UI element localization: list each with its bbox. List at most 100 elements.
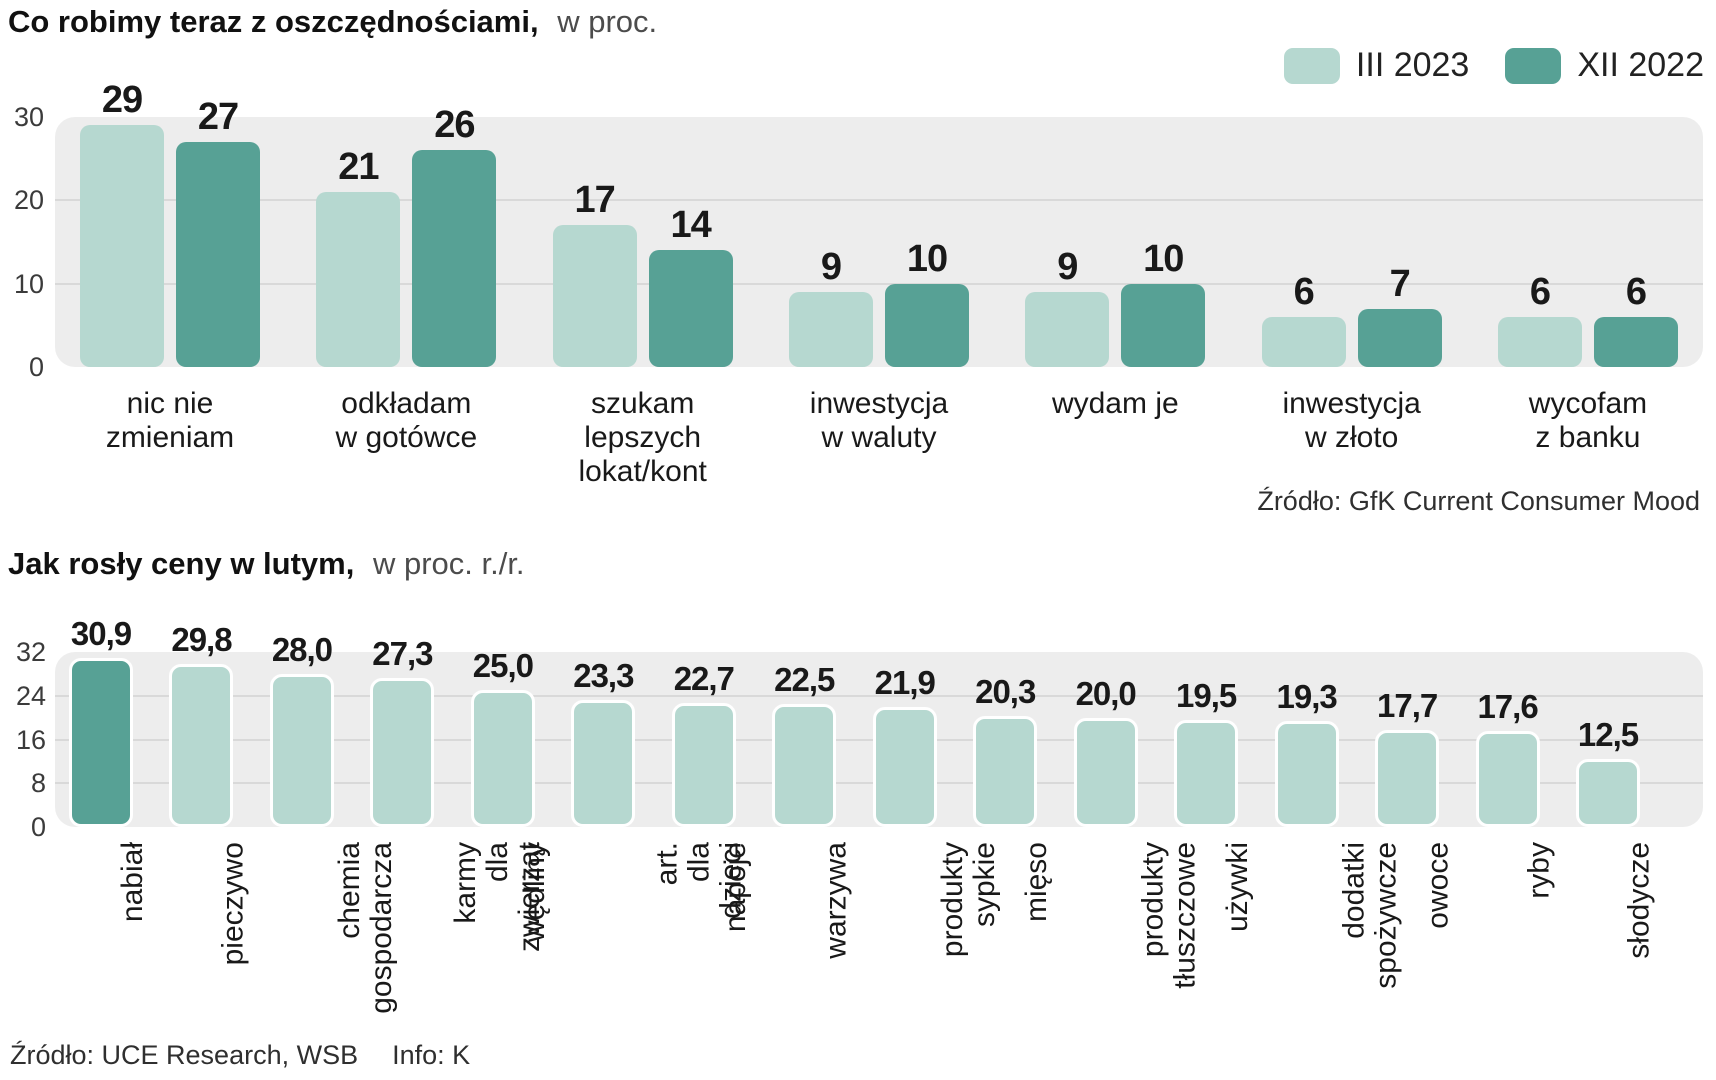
chart2-bar — [772, 703, 837, 827]
chart1-bar-value: 21 — [338, 146, 379, 188]
chart2-category-label: wędliny — [517, 842, 551, 943]
chart2-bar-value: 30,9 — [70, 615, 132, 653]
chart1-bar-value: 29 — [101, 79, 143, 122]
legend-item: III 2023 — [1283, 46, 1470, 85]
chart2-bar — [1174, 720, 1239, 827]
legend-item: XII 2022 — [1505, 46, 1704, 85]
chart2-category-label: słodycze — [1623, 842, 1657, 959]
chart2-bar — [1073, 717, 1138, 827]
chart2-info-text: Info: K — [392, 1040, 471, 1070]
chart1-bar-value: 10 — [1143, 237, 1184, 280]
chart2-bar — [571, 699, 636, 827]
chart2-bar — [269, 673, 334, 827]
chart2-source-text: Źródło: UCE Research, WSB — [10, 1040, 359, 1070]
legend-swatch — [1283, 47, 1340, 84]
chart2-category-label: warzywa — [819, 842, 853, 959]
legend-label: XII 2022 — [1577, 46, 1704, 84]
chart2-category-label: nabiał — [116, 842, 149, 923]
chart1-category-label: odkładam w gotówce — [335, 387, 478, 454]
chart1-bar-value: 6 — [1625, 271, 1647, 313]
chart2-title: Jak rosły ceny w lutym, w proc. r./r. — [8, 546, 525, 582]
chart1-bar — [316, 192, 401, 367]
chart2-bar — [1274, 721, 1339, 827]
chart2-bar — [872, 707, 937, 827]
chart2-bar-value: 20,3 — [975, 672, 1036, 710]
chart1-category-label: nic nie zmieniam — [105, 387, 235, 454]
chart2-title-main: Jak rosły ceny w lutym, — [8, 546, 355, 581]
chart1-category-label: wycofam z banku — [1528, 387, 1648, 454]
chart1-bar-value: 17 — [574, 179, 616, 222]
chart2-category-label: chemia gospodarcza — [332, 842, 398, 1014]
chart2-y-tick: 32 — [15, 637, 46, 667]
chart2-y-tick: 24 — [15, 680, 46, 711]
chart1-bar-value: 10 — [906, 237, 948, 280]
legend-label: III 2023 — [1355, 46, 1470, 84]
chart2-category-label: pieczywo — [216, 842, 250, 966]
chart2-bar-value: 29,8 — [171, 621, 232, 659]
chart1-y-tick: 30 — [13, 102, 44, 132]
chart2-bar — [1576, 758, 1641, 827]
chart2-bar — [169, 664, 234, 827]
chart1-category-label: inwestycja w złoto — [1282, 387, 1421, 454]
chart2-category-label: dodatki spożywcze — [1337, 842, 1403, 989]
chart2-y-tick: 0 — [30, 812, 46, 842]
chart1-title: Co robimy teraz z oszczędnościami, w pro… — [8, 4, 657, 40]
chart1-bar — [1497, 317, 1582, 367]
chart2-bar-value: 22,7 — [673, 659, 735, 697]
chart1-title-main: Co robimy teraz z oszczędnościami, — [8, 4, 539, 39]
chart1-bar — [648, 250, 733, 367]
gridline — [55, 694, 1703, 697]
chart1-bar-value: 6 — [1529, 271, 1551, 313]
chart1-bar — [412, 150, 497, 367]
chart2-title-unit: w proc. r./r. — [372, 546, 525, 581]
chart2-bar — [973, 715, 1038, 827]
chart1-bar — [552, 225, 637, 367]
chart2-y-tick: 8 — [30, 768, 46, 799]
chart2-bar-value: 27,3 — [372, 634, 433, 672]
chart1-category-label: wydam je — [1051, 387, 1179, 420]
chart1-bar — [176, 142, 260, 367]
chart1-bar-value: 26 — [434, 104, 475, 147]
gridline — [55, 282, 1703, 285]
chart1-bar — [80, 125, 164, 367]
chart1-bar — [1357, 308, 1442, 367]
chart2-bar — [69, 658, 133, 827]
chart1-bar — [788, 292, 873, 367]
chart1-y-tick: 10 — [13, 268, 44, 299]
chart2-bar-value: 19,3 — [1276, 678, 1338, 716]
chart2-category-label: produkty sypkie — [935, 842, 1001, 958]
chart2-bar — [370, 677, 435, 827]
chart2-bar — [1475, 730, 1540, 827]
legend-swatch — [1505, 47, 1562, 84]
gridline — [55, 199, 1703, 202]
chart1-bar-value: 9 — [1057, 246, 1078, 288]
chart1-bar — [1593, 317, 1678, 367]
chart2-bar-value: 17,7 — [1376, 687, 1438, 725]
chart1-category-label: inwestycja w waluty — [809, 387, 949, 454]
chart2-category-label: używki — [1221, 842, 1255, 933]
chart1-bar — [1261, 317, 1346, 367]
chart2-bar-value: 22,5 — [774, 660, 835, 698]
chart1-source: Źródło: GfK Current Consumer Mood — [1257, 486, 1700, 516]
chart1-bar-value: 7 — [1389, 262, 1411, 305]
chart1-bar — [1121, 283, 1206, 367]
chart2-category-label: owoce — [1422, 842, 1456, 929]
chart1-legend: III 2023 XII 2022 — [1283, 46, 1704, 85]
chart2-bar-value: 17,6 — [1477, 687, 1538, 725]
chart2-bar-value: 20,0 — [1075, 674, 1137, 712]
chart2-bar — [470, 690, 535, 827]
chart1-bar-value: 9 — [820, 246, 842, 288]
chart2-category-label: ryby — [1522, 842, 1556, 899]
chart1-category-label: szukam lepszych lokat/kont — [578, 387, 707, 488]
chart2-bar-value: 28,0 — [271, 630, 333, 668]
chart2-bar — [671, 702, 736, 827]
chart2-category-label: mięso — [1020, 842, 1054, 923]
chart1-y-tick: 0 — [28, 352, 44, 382]
chart1-bar-value: 27 — [197, 96, 239, 138]
chart1-bar — [884, 283, 969, 367]
chart2-y-tick: 16 — [15, 724, 46, 755]
chart2-bar-value: 19,5 — [1176, 677, 1237, 715]
chart1-title-unit: w proc. — [557, 4, 658, 39]
chart1-y-tick: 20 — [13, 185, 44, 216]
